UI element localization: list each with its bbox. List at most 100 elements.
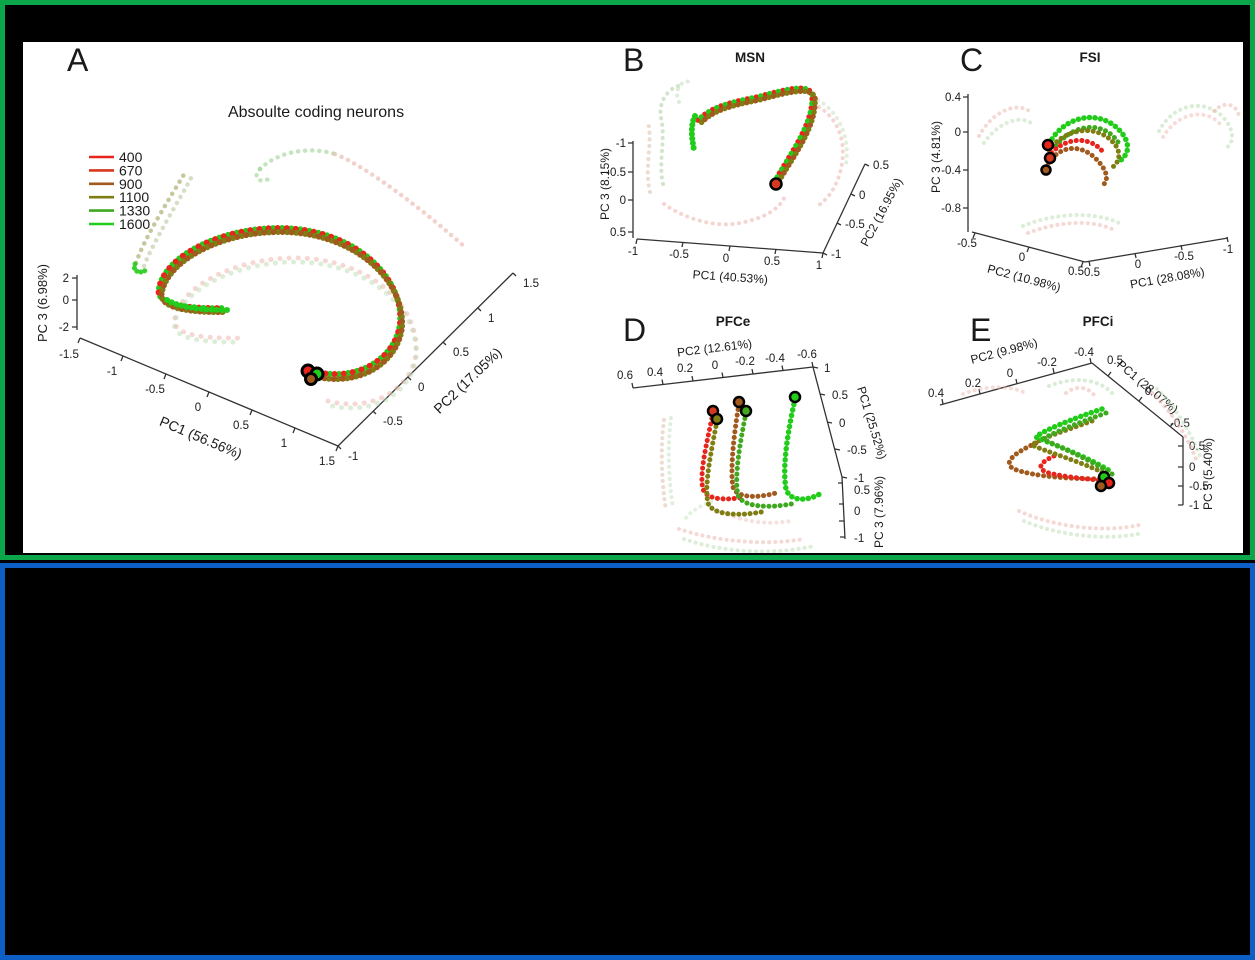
tick-label: 0: [859, 190, 865, 202]
tick-label: -1: [348, 451, 358, 463]
top-figure-canvas: A Absoulte coding neurons 400 670 900 11…: [23, 42, 1243, 553]
legend-label: 1100: [119, 189, 149, 205]
pc2-axis-label: PC2 (16.95%): [858, 176, 906, 249]
tick-label: -1: [854, 533, 864, 545]
tick-label: 0.5: [1084, 267, 1100, 279]
pc1-axis: [812, 366, 848, 479]
panel-c-main-trajectory: [1040, 114, 1131, 188]
pc3-axis: [1178, 437, 1184, 506]
tick-label: -0.6: [797, 349, 817, 361]
tick-label: 0: [195, 402, 201, 414]
panel-d-main-trajectory: [699, 390, 826, 517]
pc3-axis-label: PC 3 (8.15%): [598, 148, 612, 220]
panel-b-title: MSN: [735, 50, 765, 65]
panel-c-title: FSI: [1079, 50, 1100, 65]
pc3-axis-label: PC 3 (7.96%): [872, 476, 886, 548]
tick-label: -1: [831, 249, 841, 261]
tick-label: -1: [854, 473, 864, 485]
trajectory-start-marker: [769, 177, 783, 191]
tick-label: 0: [1135, 259, 1141, 271]
trajectory-start-marker: [304, 372, 318, 386]
tick-label: 0.5: [233, 420, 249, 432]
tick-label: -1: [107, 366, 117, 378]
tick-label: 0.5: [764, 256, 780, 268]
top-figure-svg: A Absoulte coding neurons 400 670 900 11…: [35, 42, 1241, 553]
tick-label: 0: [1019, 252, 1025, 264]
tick-label: 0.2: [677, 363, 693, 375]
tick-label: 0: [620, 195, 626, 207]
panel-a-letter: A: [67, 42, 89, 78]
panel-b-ghost-trajectories: [645, 79, 849, 227]
tick-label: -0.4: [765, 353, 785, 365]
pc2-axis-label: PC2 (10.98%): [986, 262, 1062, 295]
tick-label: -0.5: [1174, 251, 1194, 263]
panel-c-letter: C: [960, 42, 983, 78]
panel-a-legend: 400 670 900 1100 1330 1600: [89, 149, 150, 232]
panel-e-main-trajectory: [1006, 406, 1116, 493]
bottom-figure-frame: A Hypothetical model (TET) Ending thresh…: [0, 563, 1255, 960]
tick-label: -0.8: [941, 203, 961, 215]
tick-label: 0: [839, 418, 845, 430]
tick-label: 0.5: [1107, 355, 1123, 367]
tick-label: -0.4: [941, 165, 961, 177]
panel-d-title: PFCe: [716, 314, 751, 329]
panel-c-ghost-trajectories: [977, 102, 1241, 235]
tick-label: 0: [712, 360, 718, 372]
legend-label: 1330: [119, 203, 150, 219]
tick-label: 1: [281, 438, 287, 450]
trajectory-start-marker: [1094, 479, 1108, 493]
legend-label: 1600: [119, 216, 150, 232]
tick-label: 0: [418, 382, 424, 394]
tick-label: -0.2: [1037, 357, 1057, 369]
tick-label: -0.5: [606, 167, 626, 179]
tick-label: 0: [723, 253, 729, 265]
tick-label: 0.5: [854, 485, 870, 497]
trajectory-start-marker: [1043, 151, 1057, 165]
tick-label: 0.5: [610, 227, 626, 239]
trajectory-start-marker: [1041, 138, 1055, 152]
tick-label: 0.4: [945, 92, 962, 104]
panel-b-3d: B MSN -1 -0.5 0 0.5 PC 3 (8.15%) -1 -0.5…: [598, 42, 905, 287]
tick-label: -0.5: [957, 238, 977, 250]
tick-label: 0.6: [617, 370, 633, 382]
tick-label: -0.4: [1074, 347, 1094, 359]
pc2-axis: [822, 163, 870, 256]
tick-label: 1: [824, 363, 830, 375]
pc1-axis: [635, 238, 824, 259]
pc2-axis: [971, 231, 1086, 268]
tick-label: 0.2: [965, 378, 981, 390]
tick-label: -1: [1189, 500, 1199, 512]
panel-e-letter: E: [970, 312, 991, 348]
panel-b-letter: B: [623, 42, 644, 78]
tick-label: 0.5: [453, 347, 469, 359]
panel-a-ghost-trajectories: [131, 148, 469, 411]
panel-e-3d: E PFCi 0.4 0.2 0 -0.2 -0.4 PC2 (9.98%) 0…: [928, 312, 1215, 539]
panel-d-3d: D PFCe 0.6 0.4 0.2 0 -0.2 -0.4 -0.6 PC2 …: [617, 312, 890, 553]
tick-label: -1: [1223, 244, 1233, 256]
trajectory-start-marker: [710, 412, 724, 426]
tick-label: 0.4: [928, 388, 945, 400]
tick-label: 0: [1189, 462, 1195, 474]
tick-label: -0.5: [1189, 481, 1209, 493]
tick-label: 0: [854, 506, 860, 518]
tick-label: -0.5: [845, 219, 865, 231]
panel-a-title: Absoulte coding neurons: [228, 104, 404, 121]
tick-label: -0.5: [145, 384, 165, 396]
pc3-axis-label: PC 3 (6.98%): [35, 264, 50, 342]
legend-label: 670: [119, 162, 143, 178]
tick-label: -1: [616, 138, 626, 150]
tick-label: -1: [628, 246, 638, 258]
panel-c-3d: C FSI 0.4 0 -0.4 -0.8 PC 3 (4.81%) -0.5 …: [929, 42, 1241, 295]
legend-label: 900: [119, 176, 143, 192]
tick-label: 0.5: [873, 160, 889, 172]
panel-a-main-trajectory: [155, 225, 406, 386]
panel-e-title: PFCi: [1083, 314, 1114, 329]
pc3-axis: [72, 275, 78, 330]
tick-label: 0: [1007, 368, 1013, 380]
tick-label: 0: [1145, 386, 1151, 398]
pc2-axis: [939, 357, 1093, 406]
pc3-axis: [838, 476, 846, 540]
pc1-axis: [1091, 362, 1184, 438]
panel-a-3d: A Absoulte coding neurons 400 670 900 11…: [35, 42, 539, 468]
